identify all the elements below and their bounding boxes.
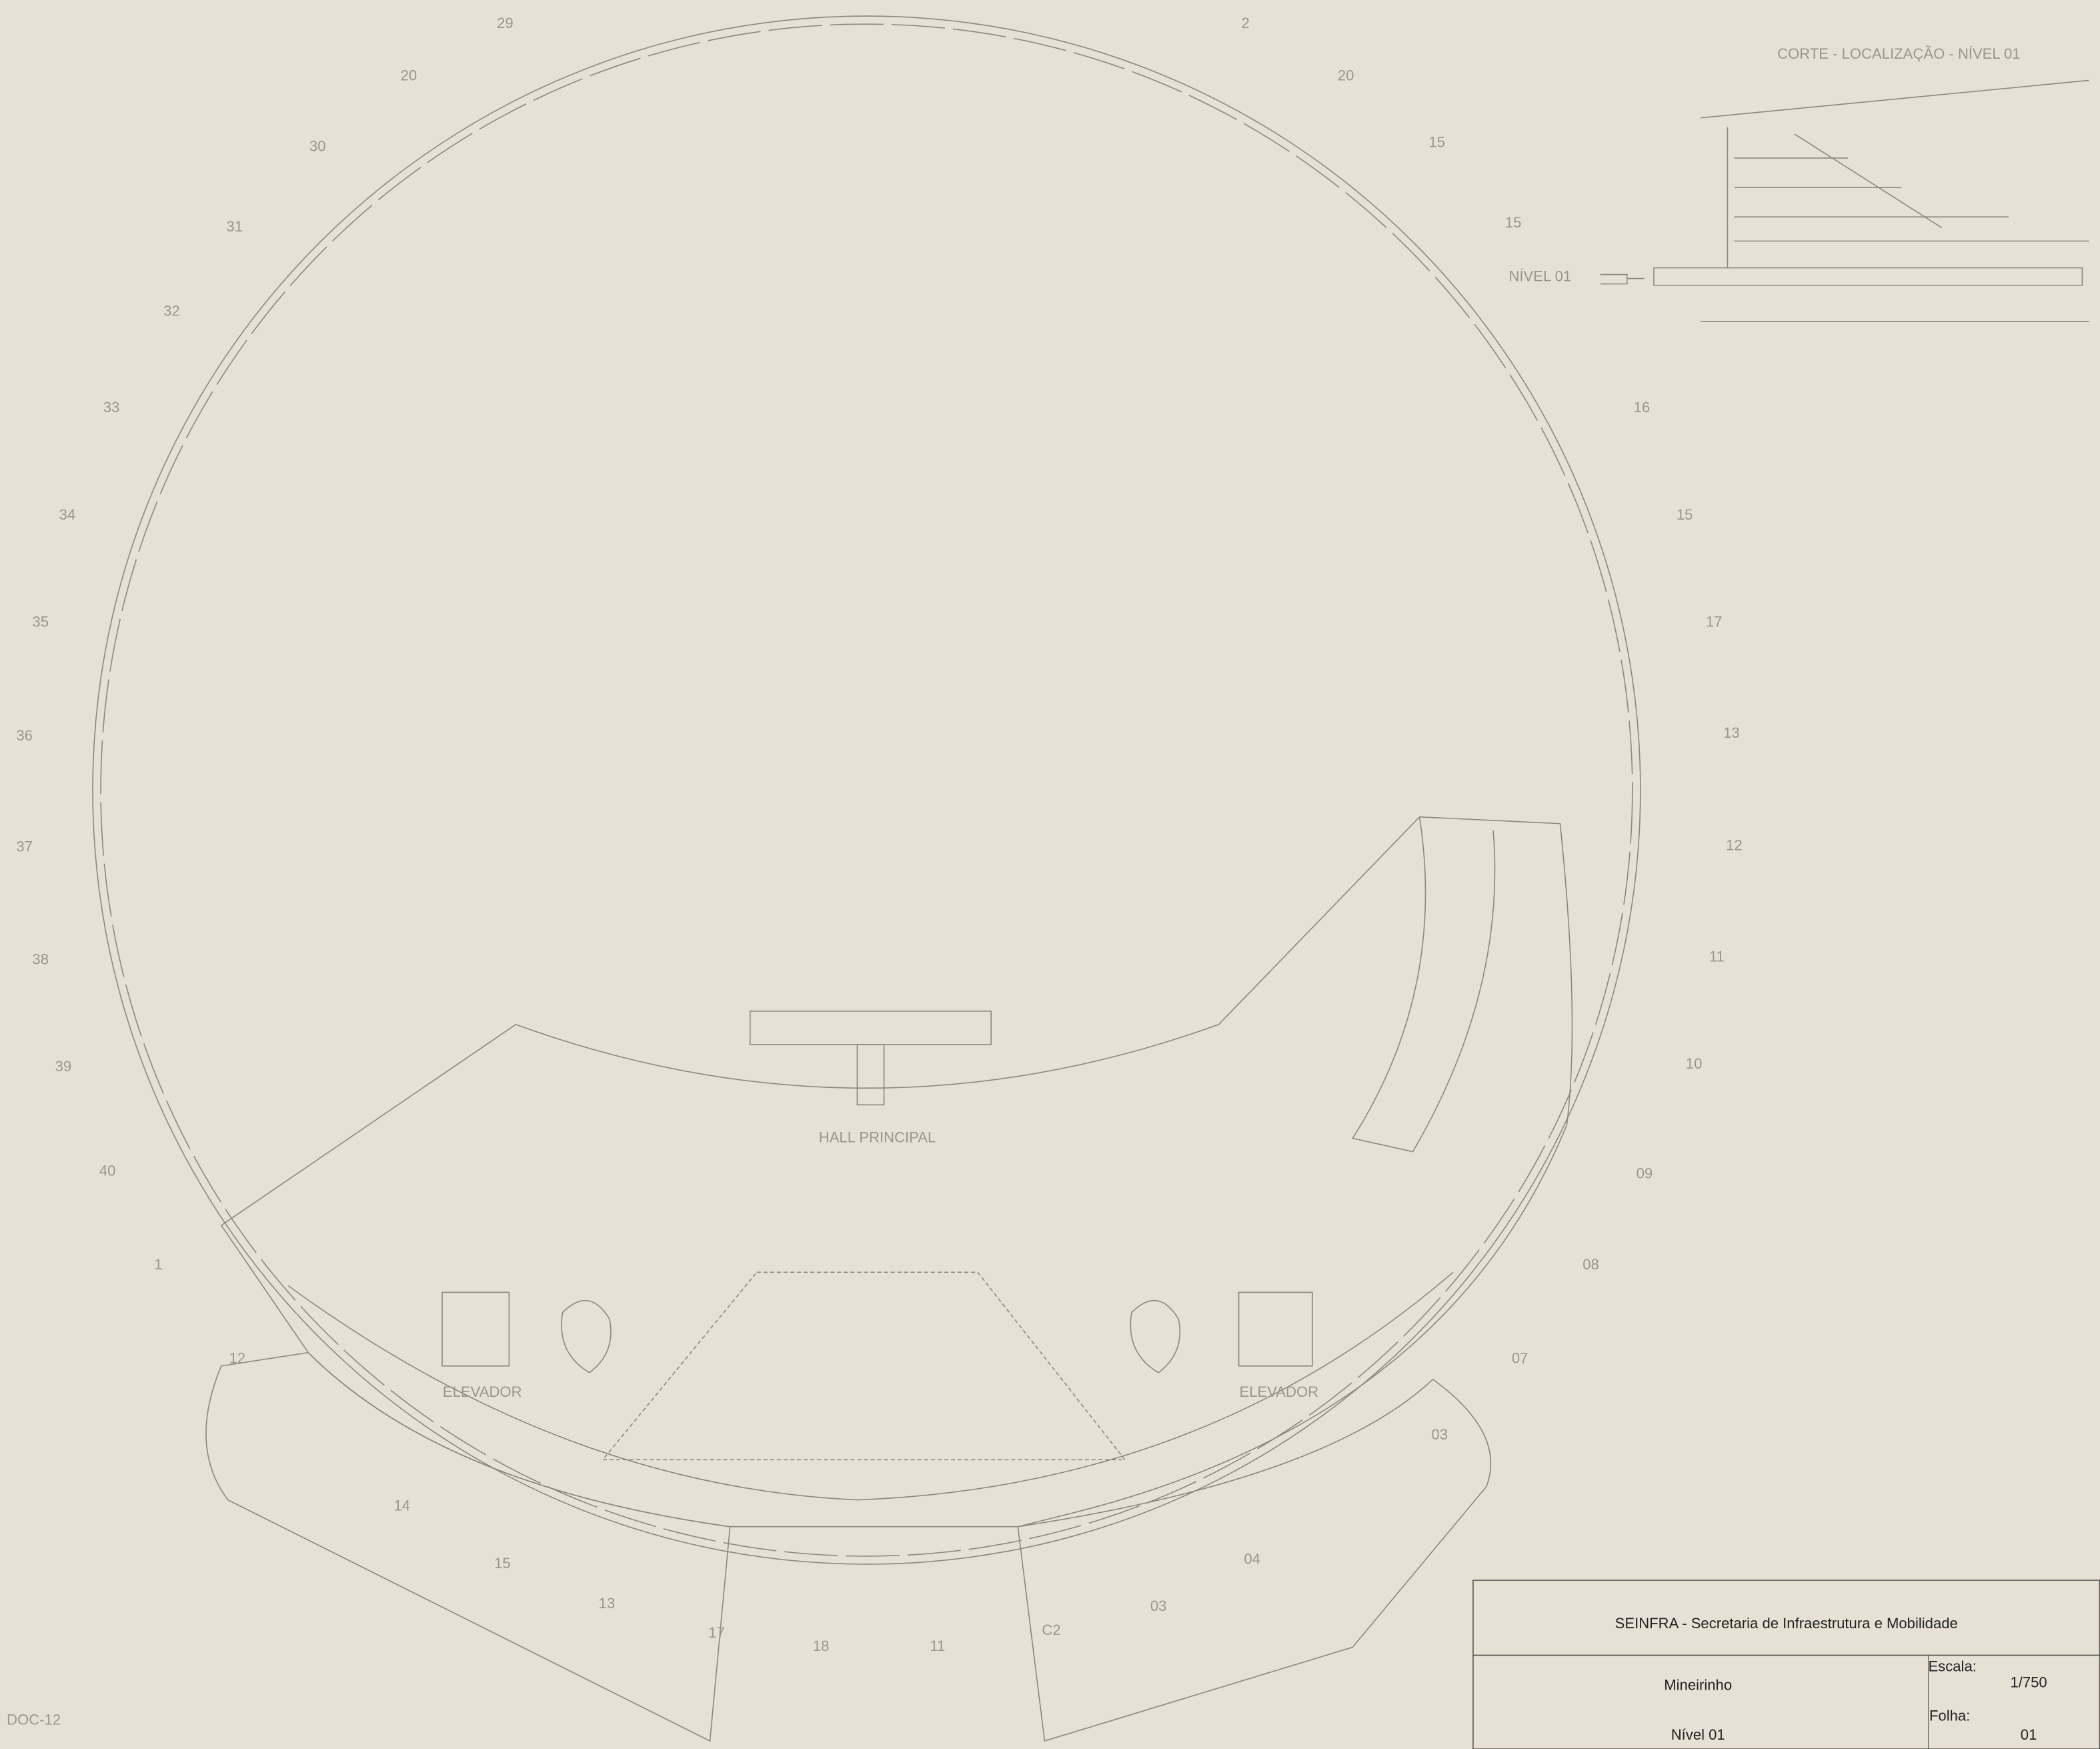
elevator-left — [442, 1292, 509, 1365]
grid-label: 17 — [708, 1624, 725, 1641]
arena-ring — [101, 24, 1633, 1556]
grid-label: 15 — [494, 1555, 511, 1572]
section-inset — [1654, 80, 2089, 321]
grid-label: 12 — [229, 1350, 246, 1367]
elevator-label: ELEVADOR — [443, 1383, 522, 1400]
scale-caption: Escala: — [1928, 1658, 1976, 1674]
grid-label: 15 — [1677, 506, 1693, 523]
grid-label: 16 — [1634, 399, 1651, 416]
project-name: Mineirinho — [1664, 1676, 1732, 1693]
title-block: SEINFRA - Secretaria de Infraestrutura e… — [1473, 1580, 2100, 1749]
grid-label: 37 — [16, 838, 33, 855]
grid-label: 40 — [99, 1163, 116, 1179]
grid-label: 11 — [1709, 948, 1725, 965]
grid-label: 30 — [309, 138, 326, 155]
stage-block — [750, 1011, 991, 1045]
grid-label: 38 — [32, 951, 49, 967]
grid-label: 10 — [1686, 1055, 1703, 1072]
grid-label: 11 — [930, 1638, 945, 1654]
hall-floor — [603, 1272, 1125, 1460]
hall-label: HALL PRINCIPAL — [819, 1129, 936, 1145]
floor-plan: CORTE - LOCALIZAÇÃO - NÍVEL 01 NÍVEL 01 … — [0, 0, 2100, 1749]
corridor — [1352, 817, 1494, 1152]
grid-label: 03 — [1150, 1598, 1167, 1614]
grid-label: 03 — [1431, 1426, 1448, 1443]
grid-label: 39 — [55, 1058, 72, 1075]
grid-label: 14 — [394, 1497, 411, 1514]
grid-label: 13 — [1723, 724, 1740, 741]
stage-stair — [857, 1045, 884, 1105]
grid-label: 20 — [401, 67, 417, 83]
grid-label: 2 — [1241, 15, 1249, 31]
grid-label: 32 — [163, 303, 180, 320]
sheet: 01 — [2021, 1726, 2037, 1743]
stair-right — [1130, 1301, 1180, 1373]
section-title: CORTE - LOCALIZAÇÃO - NÍVEL 01 — [1777, 45, 2020, 62]
grid-label: 18 — [813, 1638, 830, 1654]
grid-label: 15 — [1428, 134, 1445, 151]
grid-label: 35 — [32, 613, 49, 630]
elevator-right — [1239, 1292, 1312, 1365]
section-level: NÍVEL 01 — [1508, 267, 1571, 284]
grid-label: 34 — [59, 506, 76, 523]
stair-left — [562, 1301, 611, 1373]
level-name: Nível 01 — [1671, 1726, 1725, 1743]
grid-label: 20 — [1338, 67, 1354, 83]
ramp-left — [206, 1353, 730, 1741]
grid-label: C2 — [1042, 1622, 1060, 1638]
level-marker — [1601, 275, 1645, 284]
grid-label: 04 — [1244, 1551, 1260, 1568]
building-outline — [221, 817, 1572, 1527]
title-frame — [1473, 1580, 2100, 1749]
grid-label: 31 — [227, 218, 243, 235]
grid-label: 09 — [1637, 1165, 1653, 1182]
sheet-caption: Folha: — [1929, 1708, 1970, 1724]
grid-label: 12 — [1726, 837, 1743, 854]
corner-code: DOC-12 — [7, 1712, 61, 1728]
scale: 1/750 — [2010, 1674, 2047, 1690]
grid-label: 17 — [1706, 613, 1723, 630]
grid-label: 07 — [1512, 1350, 1528, 1367]
org-name: SEINFRA - Secretaria de Infraestrutura e… — [1615, 1615, 1958, 1632]
grid-label: 36 — [16, 727, 33, 744]
grid-label: 33 — [103, 399, 120, 416]
grid-label: 29 — [497, 15, 513, 31]
grid-label: 08 — [1583, 1256, 1599, 1273]
grid-label: 15 — [1505, 214, 1522, 231]
elevator-label: ELEVADOR — [1240, 1383, 1319, 1400]
grid-label: 13 — [599, 1595, 616, 1612]
grid-label: 1 — [154, 1256, 162, 1273]
